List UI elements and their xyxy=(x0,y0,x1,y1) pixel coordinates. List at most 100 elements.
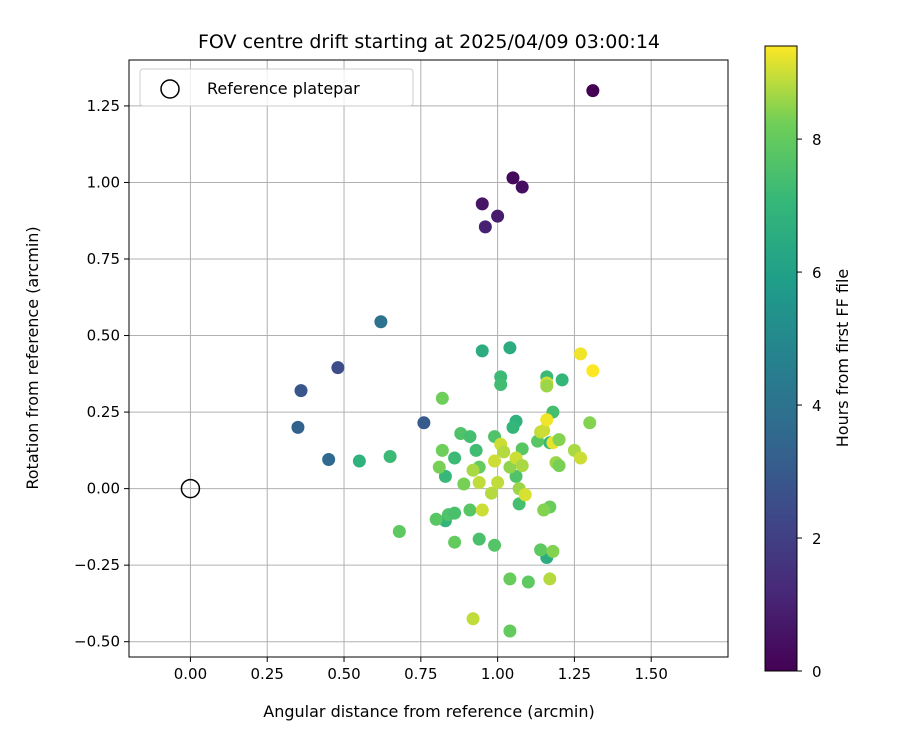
scatter-point xyxy=(478,220,492,234)
scatter-point xyxy=(512,497,526,511)
scatter-point xyxy=(515,442,529,456)
scatter-point xyxy=(472,475,486,489)
colorbar-tick-label: 0 xyxy=(812,663,822,681)
scatter-point xyxy=(503,572,517,586)
scatter-point xyxy=(429,512,443,526)
y-axis-ticks: −0.50 −0.25 0.00 0.25 0.50 0.75 1.00 1.25 xyxy=(74,97,129,651)
scatter-point xyxy=(438,469,452,483)
scatter-point xyxy=(435,391,449,405)
colorbar: 0 2 4 6 8 Hours from first FF file xyxy=(764,45,852,681)
legend-marker xyxy=(160,79,180,99)
scatter-point xyxy=(488,454,502,468)
scatter-point xyxy=(322,453,336,467)
x-tick-label: 0.25 xyxy=(251,665,284,683)
colorbar-tick-label: 6 xyxy=(812,264,822,282)
reference-platepar-marker xyxy=(180,478,201,499)
grid-lines xyxy=(129,60,728,657)
scatter-point xyxy=(537,503,551,517)
scatter-point xyxy=(488,538,502,552)
scatter-point xyxy=(469,443,483,457)
scatter-point xyxy=(435,443,449,457)
x-tick-label: 1.00 xyxy=(481,665,514,683)
y-tick-label: −0.25 xyxy=(74,556,120,574)
scatter-point xyxy=(506,171,520,185)
scatter-point xyxy=(586,364,600,378)
scatter-point xyxy=(374,315,388,329)
scatter-point xyxy=(497,445,511,459)
scatter-point xyxy=(484,486,498,500)
x-tick-label: 0.00 xyxy=(174,665,207,683)
scatter-point xyxy=(586,84,600,98)
scatter-point xyxy=(503,460,517,474)
scatter-point xyxy=(552,459,566,473)
plot-area: 0.00 0.25 0.50 0.75 1.00 1.25 1.50 −0.50 −0.25 0… xyxy=(74,59,729,683)
scatter-point xyxy=(491,209,505,223)
y-tick-label: 1.00 xyxy=(87,173,120,191)
scatter-point xyxy=(543,572,557,586)
colorbar-tick-label: 2 xyxy=(812,530,822,548)
colorbar-gradient xyxy=(764,45,798,672)
scatter-point xyxy=(463,503,477,517)
y-tick-label: 0.75 xyxy=(87,250,120,268)
scatter-point xyxy=(491,475,505,489)
x-axis-label: Angular distance from reference (arcmin) xyxy=(263,702,594,721)
y-tick-label: 0.00 xyxy=(87,480,120,498)
scatter-points xyxy=(291,84,600,638)
scatter-point xyxy=(540,413,554,427)
x-axis-ticks: 0.00 0.25 0.50 0.75 1.00 1.25 1.50 xyxy=(174,657,668,683)
legend: Reference platepar xyxy=(139,68,414,107)
scatter-point xyxy=(552,433,566,447)
scatter-point xyxy=(475,344,489,358)
scatter-point xyxy=(472,532,486,546)
scatter-point xyxy=(463,430,477,444)
scatter-point xyxy=(574,347,588,361)
chart-title: FOV centre drift starting at 2025/04/09 … xyxy=(198,31,660,53)
scatter-point xyxy=(352,454,366,468)
scatter-point xyxy=(534,543,548,557)
scatter-point xyxy=(518,488,532,502)
scatter-point xyxy=(506,420,520,434)
y-axis-label: Rotation from reference (arcmin) xyxy=(23,226,42,489)
scatter-point xyxy=(537,423,551,437)
scatter-point xyxy=(432,460,446,474)
scatter-point xyxy=(331,361,345,375)
scatter-point xyxy=(417,416,431,430)
scatter-point xyxy=(448,535,462,549)
scatter-point xyxy=(583,416,597,430)
scatter-point xyxy=(515,180,529,194)
colorbar-label: Hours from first FF file xyxy=(833,269,852,448)
scatter-point xyxy=(457,477,471,491)
y-tick-label: 0.25 xyxy=(87,403,120,421)
scatter-point xyxy=(555,373,569,387)
scatter-point xyxy=(574,451,588,465)
plot-frame xyxy=(128,59,729,658)
scatter-point xyxy=(294,384,308,398)
legend-box xyxy=(139,68,414,107)
colorbar-tick-label: 4 xyxy=(812,397,822,415)
x-tick-label: 1.50 xyxy=(635,665,668,683)
scatter-point xyxy=(503,624,517,638)
scatter-point xyxy=(466,463,480,477)
scatter-point xyxy=(515,459,529,473)
scatter-point xyxy=(291,420,305,434)
scatter-point xyxy=(509,469,523,483)
scatter-point xyxy=(475,197,489,211)
scatter-point xyxy=(392,524,406,538)
scatter-point xyxy=(383,449,397,463)
legend-entry-reference: Reference platepar xyxy=(207,79,360,98)
scatter-point xyxy=(546,544,560,558)
x-tick-label: 0.75 xyxy=(404,665,437,683)
scatter-point xyxy=(503,341,517,355)
scatter-point xyxy=(494,378,508,392)
scatter-point xyxy=(475,503,489,517)
y-tick-label: −0.50 xyxy=(74,633,120,651)
colorbar-ticks: 0 2 4 6 8 xyxy=(797,131,822,681)
y-tick-label: 0.50 xyxy=(87,327,120,345)
scatter-point xyxy=(540,379,554,393)
scatter-point xyxy=(448,506,462,520)
scatter-point xyxy=(466,612,480,626)
y-tick-label: 1.25 xyxy=(87,97,120,115)
x-tick-label: 1.25 xyxy=(558,665,591,683)
colorbar-tick-label: 8 xyxy=(812,131,822,149)
